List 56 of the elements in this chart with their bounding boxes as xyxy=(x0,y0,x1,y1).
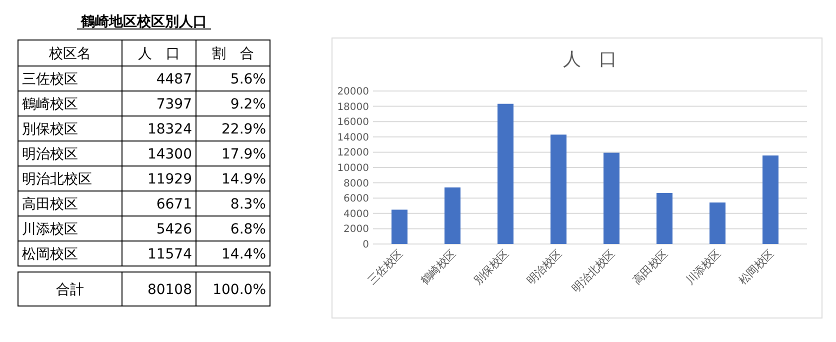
x-tick-label: 別保校区 xyxy=(471,246,512,288)
bar xyxy=(498,104,514,244)
text: 校区名 xyxy=(48,46,91,62)
bar xyxy=(762,155,778,244)
text: 5426 xyxy=(156,222,192,238)
text: 鶴崎地区校区別人口 xyxy=(80,14,207,30)
x-tick-label: 明治北校区 xyxy=(570,246,618,296)
text: 明治校区 xyxy=(22,146,78,162)
y-tick-label: 14000 xyxy=(337,132,369,144)
y-tick-label: 10000 xyxy=(337,163,369,174)
text: 4487 xyxy=(156,72,192,88)
x-tick-label: 鶴崎校区 xyxy=(418,246,459,288)
text: 合計 xyxy=(56,282,84,298)
y-tick-label: 16000 xyxy=(337,117,369,128)
text: 6671 xyxy=(156,196,192,212)
text: 7397 xyxy=(156,96,192,112)
text: 明治北校区 xyxy=(22,172,92,188)
text: 別保校区 xyxy=(22,122,78,138)
text: 100.0% xyxy=(212,282,266,298)
y-tick-label: 4000 xyxy=(344,208,369,220)
text: 人 口 xyxy=(138,46,180,62)
bar xyxy=(392,210,408,244)
y-tick-label: 18000 xyxy=(337,102,369,113)
y-tick-label: 2000 xyxy=(344,224,369,236)
x-tick-label: 高田校区 xyxy=(630,246,671,288)
text: 川添校区 xyxy=(22,222,78,238)
text: 高田校区 xyxy=(22,196,78,212)
text: 11929 xyxy=(147,172,192,188)
text: 18324 xyxy=(147,122,192,138)
text: 14300 xyxy=(147,146,192,162)
x-tick-label: 川添校区 xyxy=(683,246,724,288)
bar xyxy=(710,202,726,244)
text: 80108 xyxy=(147,282,192,298)
bar xyxy=(550,134,566,244)
text: 8.3% xyxy=(230,196,266,212)
text: 11574 xyxy=(147,246,192,262)
text: 5.6% xyxy=(230,72,266,88)
y-tick-label: 8000 xyxy=(344,178,369,190)
y-tick-label: 6000 xyxy=(344,194,369,205)
bar xyxy=(656,192,672,244)
text: 17.9% xyxy=(222,146,266,162)
text: 14.4% xyxy=(222,246,266,262)
text: 三佐校区 xyxy=(22,72,78,88)
y-tick-label: 20000 xyxy=(337,86,369,98)
text: 14.9% xyxy=(222,172,266,188)
x-tick-label: 明治校区 xyxy=(524,246,565,288)
text: 鶴崎校区 xyxy=(22,96,78,112)
text: 22.9% xyxy=(222,122,266,138)
chart-title: 人 口 xyxy=(563,49,617,70)
text: 9.2% xyxy=(230,96,266,112)
text: 6.8% xyxy=(230,222,266,238)
x-tick-label: 松岡校区 xyxy=(736,246,777,288)
bar xyxy=(604,152,620,244)
bar xyxy=(444,187,460,244)
text: 割 合 xyxy=(212,46,254,62)
y-tick-label: 12000 xyxy=(337,148,369,159)
